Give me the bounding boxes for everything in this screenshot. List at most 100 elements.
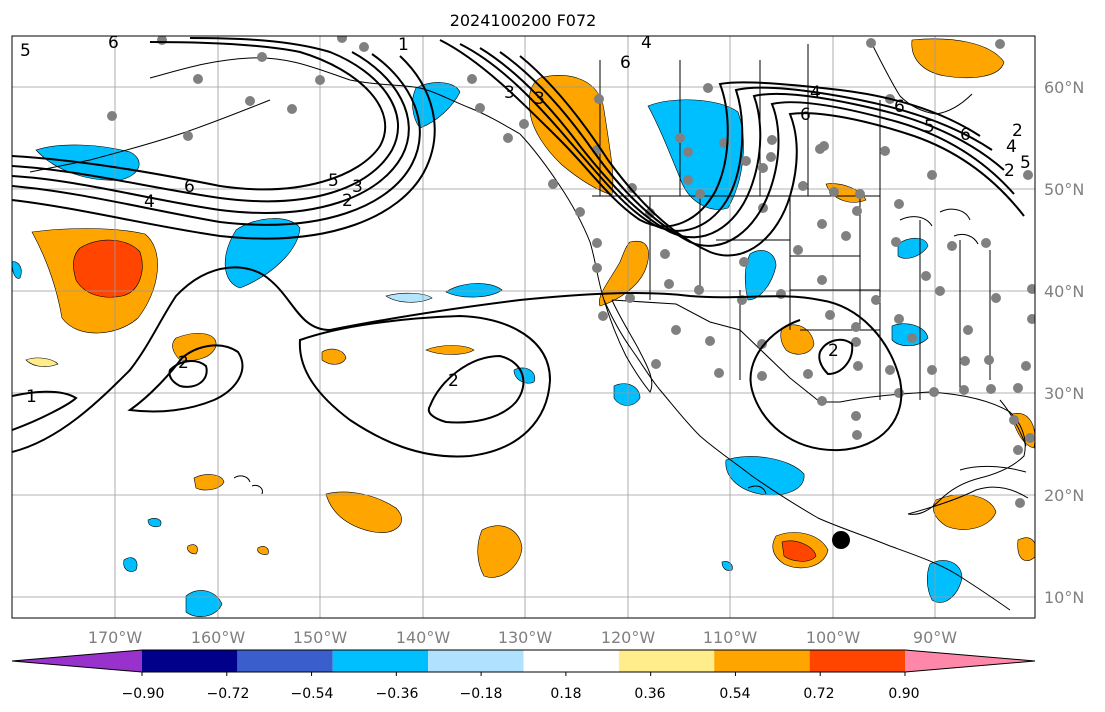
contour-label: 3 bbox=[534, 89, 545, 109]
anomaly-positive-region bbox=[425, 345, 475, 355]
anomaly-positive-region bbox=[257, 546, 269, 555]
lon-label: 110°W bbox=[703, 628, 758, 647]
colorbar-segment bbox=[523, 650, 619, 672]
colorbar-tick-label: 0.72 bbox=[803, 686, 834, 702]
colorbar-segment bbox=[618, 650, 715, 672]
anomaly-negative-region bbox=[926, 560, 963, 603]
coastlines bbox=[29, 39, 1029, 611]
anomaly-negative-region bbox=[613, 383, 641, 406]
map-frame bbox=[11, 35, 1036, 619]
contour-label: 2 bbox=[1004, 161, 1015, 181]
coastline-revillagigedo bbox=[747, 485, 767, 495]
contour-label: 5 bbox=[20, 41, 31, 61]
coastline-cuba bbox=[959, 465, 1027, 473]
figure-title: 2024100200 F072 bbox=[450, 11, 597, 30]
colorbar-tick-label: −0.18 bbox=[460, 686, 503, 702]
anomaly-positive-region bbox=[321, 348, 347, 365]
colorbar-segment bbox=[142, 650, 238, 672]
anomaly-positive-region bbox=[780, 324, 815, 355]
contour-label: 6 bbox=[800, 105, 811, 125]
anomaly-negative-region bbox=[12, 261, 22, 279]
colorbar-tick-label: −0.90 bbox=[122, 686, 165, 702]
map-area: 5 6 1 6 6 4 3 3 4 6 5 6 3 6 4 5 2 5 4 2 … bbox=[12, 33, 1035, 618]
contour-label: 6 bbox=[620, 53, 631, 73]
contour-label: 4 bbox=[810, 83, 821, 103]
anomaly-strong-positive-region bbox=[781, 540, 817, 562]
lon-label: 120°W bbox=[601, 628, 656, 647]
colorbar-extend-min bbox=[12, 650, 142, 672]
anomaly-positive-region bbox=[477, 525, 523, 578]
anomaly-negative-region bbox=[385, 292, 433, 303]
anomaly-negative-region bbox=[412, 82, 461, 129]
coastline-alaska bbox=[149, 57, 521, 135]
colorbar-tick-label: −0.72 bbox=[207, 686, 250, 702]
contour-label: 3 bbox=[352, 177, 363, 197]
lat-label: 60°N bbox=[1044, 78, 1084, 97]
coastline-great-lakes bbox=[899, 208, 979, 245]
contour-label: 2 bbox=[448, 371, 459, 391]
contour-label: 6 bbox=[184, 177, 195, 197]
colorbar-segment bbox=[714, 650, 810, 672]
anomaly-positive-region bbox=[1017, 537, 1035, 561]
colorbar-segment bbox=[809, 650, 905, 672]
lon-label: 100°W bbox=[806, 628, 861, 647]
anomaly-positive-region bbox=[193, 474, 225, 491]
anomaly-positive-region bbox=[187, 544, 198, 555]
contour-label: 2 bbox=[828, 341, 839, 361]
contour-label: 6 bbox=[960, 125, 971, 145]
highlighted-location-marker bbox=[832, 531, 850, 549]
anomaly-negative-region bbox=[513, 367, 536, 384]
contour-labels: 5 6 1 6 6 4 3 3 4 6 5 6 3 6 4 5 2 5 4 2 … bbox=[20, 33, 1031, 407]
coastline-west-coast bbox=[519, 133, 1011, 611]
contour-label: 2 bbox=[178, 353, 189, 373]
contour-label: 2 bbox=[342, 191, 353, 211]
contours bbox=[12, 37, 1025, 458]
colorbar-segment bbox=[428, 650, 524, 672]
anomaly-negative-region bbox=[744, 250, 777, 301]
colorbar-tick-label: 0.18 bbox=[550, 686, 581, 702]
contour-label: 1 bbox=[26, 387, 37, 407]
contour-label: 6 bbox=[108, 33, 119, 53]
contour-label: 5 bbox=[1020, 153, 1031, 173]
contour-label: 4 bbox=[641, 33, 652, 53]
anomaly-negative-region bbox=[147, 518, 162, 528]
lon-label: 140°W bbox=[396, 628, 451, 647]
contour-label: 4 bbox=[1006, 137, 1017, 157]
anomaly-positive-region bbox=[599, 240, 649, 307]
contour-label: 1 bbox=[398, 35, 409, 55]
colorbar-tick-label: −0.54 bbox=[291, 686, 334, 702]
anomaly-negative-region bbox=[725, 456, 805, 496]
latitude-labels: 60°N 50°N 40°N 30°N 20°N 10°N bbox=[1044, 78, 1084, 607]
contour-label: 6 bbox=[894, 97, 905, 117]
anomaly-strong-positive-region bbox=[73, 239, 143, 298]
contour-label: 5 bbox=[328, 171, 339, 191]
coastline-yucatan bbox=[907, 486, 1029, 515]
lon-label: 170°W bbox=[88, 628, 143, 647]
graticule bbox=[12, 36, 1035, 618]
coastline-hawaii bbox=[233, 475, 263, 495]
coastline-gulf bbox=[839, 391, 1026, 515]
colorbar-tick-label: 0.36 bbox=[634, 686, 665, 702]
anomaly-negative-region bbox=[123, 557, 138, 572]
contour-label: 5 bbox=[924, 117, 935, 137]
state-borders bbox=[649, 196, 991, 400]
colorbar-extend-max bbox=[905, 650, 1035, 672]
longitude-labels: 170°W 160°W 150°W 140°W 130°W 120°W 110°… bbox=[88, 628, 957, 647]
anomaly-negative-region bbox=[445, 283, 503, 298]
colorbar-segment bbox=[237, 650, 333, 672]
anomaly-weak-positive-region bbox=[25, 357, 59, 367]
colorbar-tick-label: 0.54 bbox=[719, 686, 750, 702]
colorbar-tick-label: 0.90 bbox=[888, 686, 919, 702]
lon-label: 90°W bbox=[913, 628, 957, 647]
station-dots bbox=[107, 36, 1035, 508]
colorbar-segment bbox=[332, 650, 429, 672]
lon-label: 130°W bbox=[498, 628, 553, 647]
colorbar-tick-label: −0.36 bbox=[376, 686, 419, 702]
anomaly-positive-region bbox=[325, 491, 402, 533]
contour-label: 4 bbox=[144, 192, 155, 212]
lat-label: 10°N bbox=[1044, 588, 1084, 607]
lat-label: 50°N bbox=[1044, 180, 1084, 199]
coastline-alaska-peninsula bbox=[29, 99, 271, 173]
lat-label: 30°N bbox=[1044, 384, 1084, 403]
